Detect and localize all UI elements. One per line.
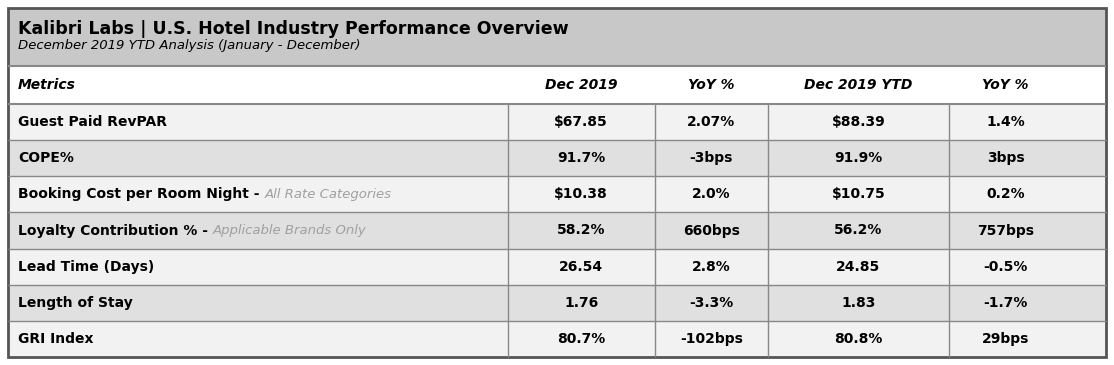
Text: -102bps: -102bps xyxy=(680,332,743,346)
Text: 58.2%: 58.2% xyxy=(557,223,605,238)
Text: GRI Index: GRI Index xyxy=(18,332,94,346)
Text: $10.38: $10.38 xyxy=(555,187,608,201)
Bar xyxy=(8,66,1106,104)
Text: 2.8%: 2.8% xyxy=(692,260,731,274)
Text: COPE%: COPE% xyxy=(18,151,74,165)
Text: YoY %: YoY % xyxy=(688,78,734,92)
Text: 757bps: 757bps xyxy=(977,223,1034,238)
Bar xyxy=(8,321,1106,357)
Text: 1.83: 1.83 xyxy=(841,296,876,310)
Text: Dec 2019: Dec 2019 xyxy=(545,78,617,92)
Text: 0.2%: 0.2% xyxy=(986,187,1025,201)
Text: 660bps: 660bps xyxy=(683,223,740,238)
Bar xyxy=(8,285,1106,321)
Text: 2.07%: 2.07% xyxy=(687,115,735,129)
Bar xyxy=(8,104,1106,140)
Text: Applicable Brands Only: Applicable Brands Only xyxy=(213,224,367,237)
Bar xyxy=(8,176,1106,212)
Text: Loyalty Contribution % -: Loyalty Contribution % - xyxy=(18,223,213,238)
Text: 56.2%: 56.2% xyxy=(834,223,882,238)
Text: 91.7%: 91.7% xyxy=(557,151,605,165)
Text: $67.85: $67.85 xyxy=(555,115,608,129)
Text: 1.76: 1.76 xyxy=(564,296,598,310)
Text: 2.0%: 2.0% xyxy=(692,187,731,201)
Text: Guest Paid RevPAR: Guest Paid RevPAR xyxy=(18,115,167,129)
Text: December 2019 YTD Analysis (January - December): December 2019 YTD Analysis (January - De… xyxy=(18,39,361,52)
Text: Length of Stay: Length of Stay xyxy=(18,296,133,310)
Text: -3bps: -3bps xyxy=(690,151,733,165)
Text: -1.7%: -1.7% xyxy=(984,296,1028,310)
Text: All Rate Categories: All Rate Categories xyxy=(264,188,391,201)
Bar xyxy=(8,140,1106,176)
Text: Lead Time (Days): Lead Time (Days) xyxy=(18,260,154,274)
Text: 80.7%: 80.7% xyxy=(557,332,605,346)
Text: 91.9%: 91.9% xyxy=(834,151,882,165)
Text: Kalibri Labs | U.S. Hotel Industry Performance Overview: Kalibri Labs | U.S. Hotel Industry Perfo… xyxy=(18,20,568,38)
Text: 1.4%: 1.4% xyxy=(986,115,1025,129)
Bar xyxy=(8,8,1106,66)
Text: 3bps: 3bps xyxy=(987,151,1025,165)
Text: Metrics: Metrics xyxy=(18,78,76,92)
Text: $10.75: $10.75 xyxy=(831,187,886,201)
Bar xyxy=(8,212,1106,249)
Text: -0.5%: -0.5% xyxy=(984,260,1028,274)
Text: Booking Cost per Room Night -: Booking Cost per Room Night - xyxy=(18,187,264,201)
Text: 29bps: 29bps xyxy=(981,332,1029,346)
Text: Dec 2019 YTD: Dec 2019 YTD xyxy=(804,78,912,92)
Text: 80.8%: 80.8% xyxy=(834,332,882,346)
Bar xyxy=(8,249,1106,285)
Text: -3.3%: -3.3% xyxy=(690,296,733,310)
Text: YoY %: YoY % xyxy=(983,78,1029,92)
Text: 26.54: 26.54 xyxy=(559,260,603,274)
Text: $88.39: $88.39 xyxy=(831,115,886,129)
Text: 24.85: 24.85 xyxy=(837,260,880,274)
